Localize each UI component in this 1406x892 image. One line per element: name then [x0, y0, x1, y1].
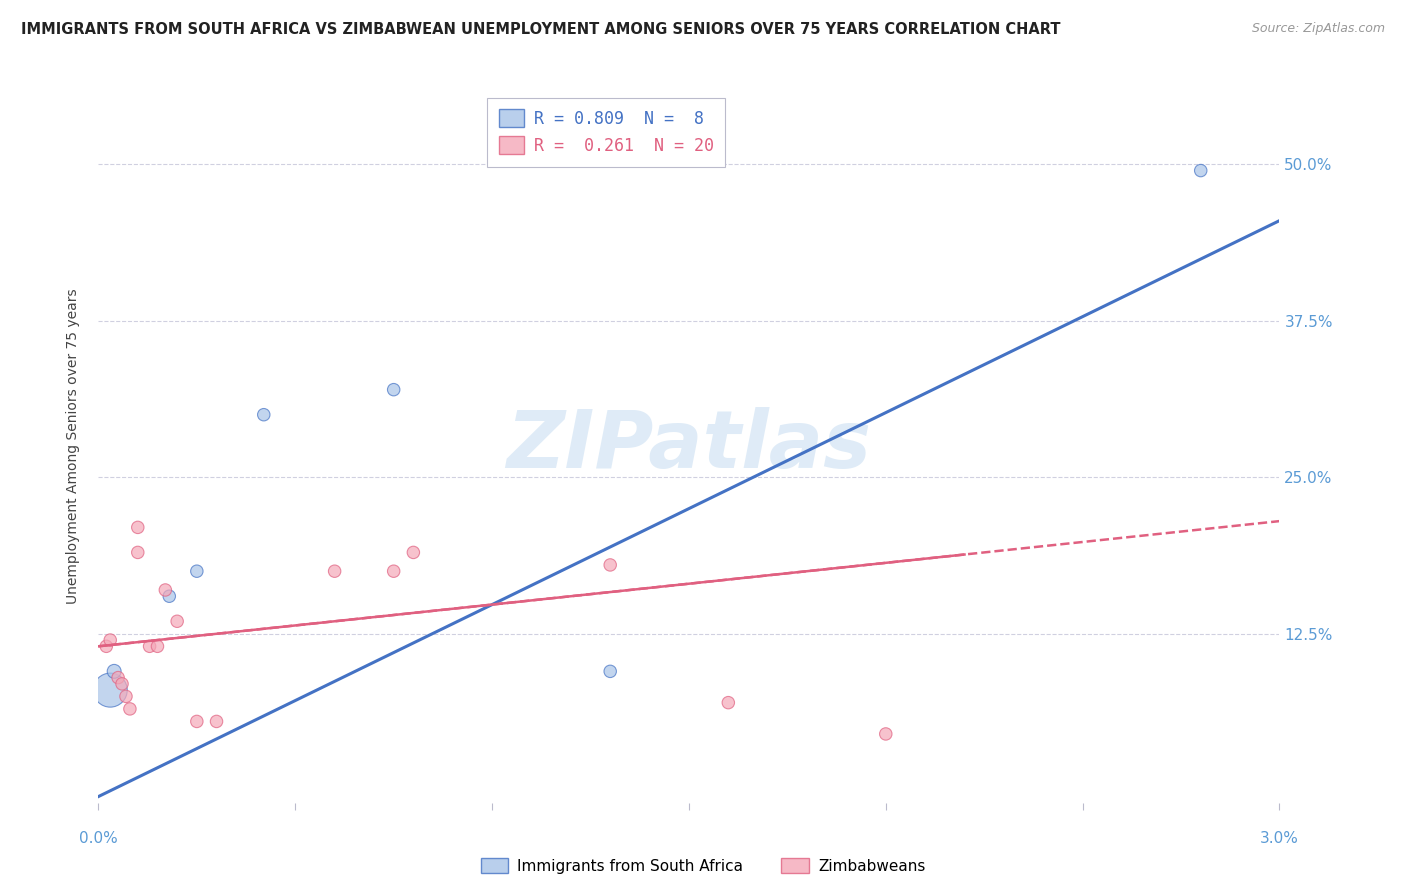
Point	[599, 665, 621, 679]
Y-axis label: Unemployment Among Seniors over 75 years: Unemployment Among Seniors over 75 years	[66, 288, 80, 604]
Point	[166, 614, 188, 628]
Point	[107, 671, 129, 685]
Point	[98, 633, 121, 648]
Point	[382, 383, 405, 397]
Point	[599, 558, 621, 572]
Point	[96, 640, 118, 654]
Point	[98, 683, 121, 698]
Point	[875, 727, 897, 741]
Legend: Immigrants from South Africa, Zimbabweans: Immigrants from South Africa, Zimbabwean…	[474, 852, 932, 880]
Point	[402, 545, 425, 559]
Point	[186, 714, 208, 729]
Point	[138, 640, 160, 654]
Point	[323, 564, 346, 578]
Point	[382, 564, 405, 578]
Text: ZIPatlas: ZIPatlas	[506, 407, 872, 485]
Point	[103, 665, 125, 679]
Point	[155, 582, 177, 597]
Point	[186, 564, 208, 578]
Point	[146, 640, 169, 654]
Point	[127, 545, 149, 559]
Point	[717, 696, 740, 710]
Point	[253, 408, 276, 422]
Point	[118, 702, 141, 716]
Point	[127, 520, 149, 534]
Text: 3.0%: 3.0%	[1260, 830, 1299, 846]
Text: IMMIGRANTS FROM SOUTH AFRICA VS ZIMBABWEAN UNEMPLOYMENT AMONG SENIORS OVER 75 YE: IMMIGRANTS FROM SOUTH AFRICA VS ZIMBABWE…	[21, 22, 1060, 37]
Text: Source: ZipAtlas.com: Source: ZipAtlas.com	[1251, 22, 1385, 36]
Text: 0.0%: 0.0%	[79, 830, 118, 846]
Point	[157, 589, 180, 603]
Point	[115, 690, 138, 704]
Point	[205, 714, 228, 729]
Point	[111, 677, 134, 691]
Legend: R = 0.809  N =  8, R =  0.261  N = 20: R = 0.809 N = 8, R = 0.261 N = 20	[486, 97, 725, 167]
Point	[1189, 163, 1212, 178]
